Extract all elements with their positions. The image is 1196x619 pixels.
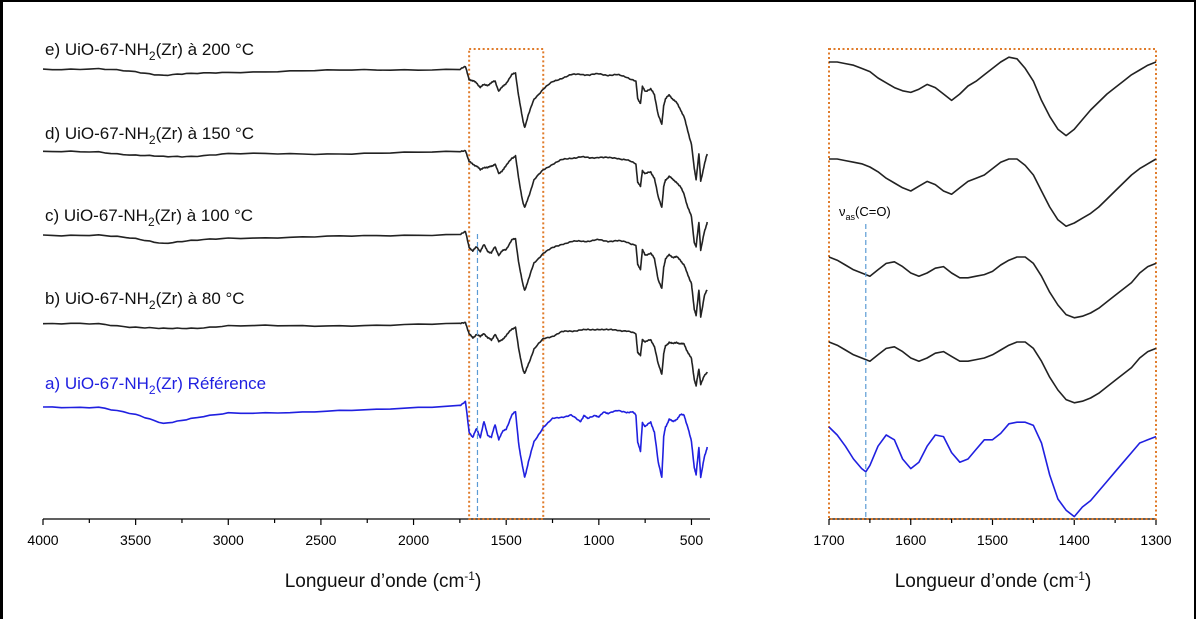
left-x-tick-label-500: 500 [680,532,704,548]
left-trace-a [42,400,708,479]
left-x-tick-label-1000: 1000 [583,532,614,548]
right-x-axis-title: Longueur d’onde (cm-1) [895,569,1092,592]
left-x-tick-label-2000: 2000 [398,532,429,548]
right-trace-b [828,341,1157,404]
zoom-region-box-right [828,48,1157,520]
left-trace-b [42,321,708,387]
right-trace-c [828,256,1157,319]
right-x-tick-label-1400: 1400 [1059,532,1090,548]
left-traces [42,65,708,479]
left-x-tick-label-4000: 4000 [27,532,58,548]
ftir-chart-svg: 4000 3500 3000 2500 2000 1500 1000 500 Longueur… [27,40,1171,592]
left-x-tick-label-3000: 3000 [213,532,244,548]
left-x-tick-label-1500: 1500 [491,532,522,548]
right-x-tick-label-1700: 1700 [813,532,844,548]
zoom-region-box-left [468,48,545,520]
left-trace-d [42,149,708,252]
carbonyl-band-label: νas(C=O) [839,204,891,222]
right-x-tick-labels: 1700 1600 1500 1400 1300 [813,532,1171,548]
right-trace-a [828,421,1157,518]
right-trace-d [829,158,1157,227]
series-label-a: a) UiO-67-NH2(Zr) Référence [45,374,266,397]
left-x-axis-title: Longueur d’onde (cm-1) [285,569,482,592]
left-trace-e [42,65,708,182]
series-label-b: b) UiO-67-NH2(Zr) à 80 °C [45,289,245,312]
series-label-c: c) UiO-67-NH2(Zr) à 100 °C [45,206,253,229]
right-trace-e [829,56,1157,137]
left-trace-c [42,230,708,318]
series-label-d: d) UiO-67-NH2(Zr) à 150 °C [45,124,254,147]
left-x-tick-label-3500: 3500 [120,532,151,548]
right-x-tick-label-1600: 1600 [895,532,926,548]
left-x-ticks [42,519,693,525]
left-x-tick-label-2500: 2500 [305,532,336,548]
left-x-tick-labels: 4000 3500 3000 2500 2000 1500 1000 500 [27,532,703,548]
right-x-tick-label-1500: 1500 [977,532,1008,548]
right-x-tick-label-1300: 1300 [1140,532,1171,548]
series-label-e: e) UiO-67-NH2(Zr) à 200 °C [45,40,254,63]
right-traces [828,56,1157,518]
